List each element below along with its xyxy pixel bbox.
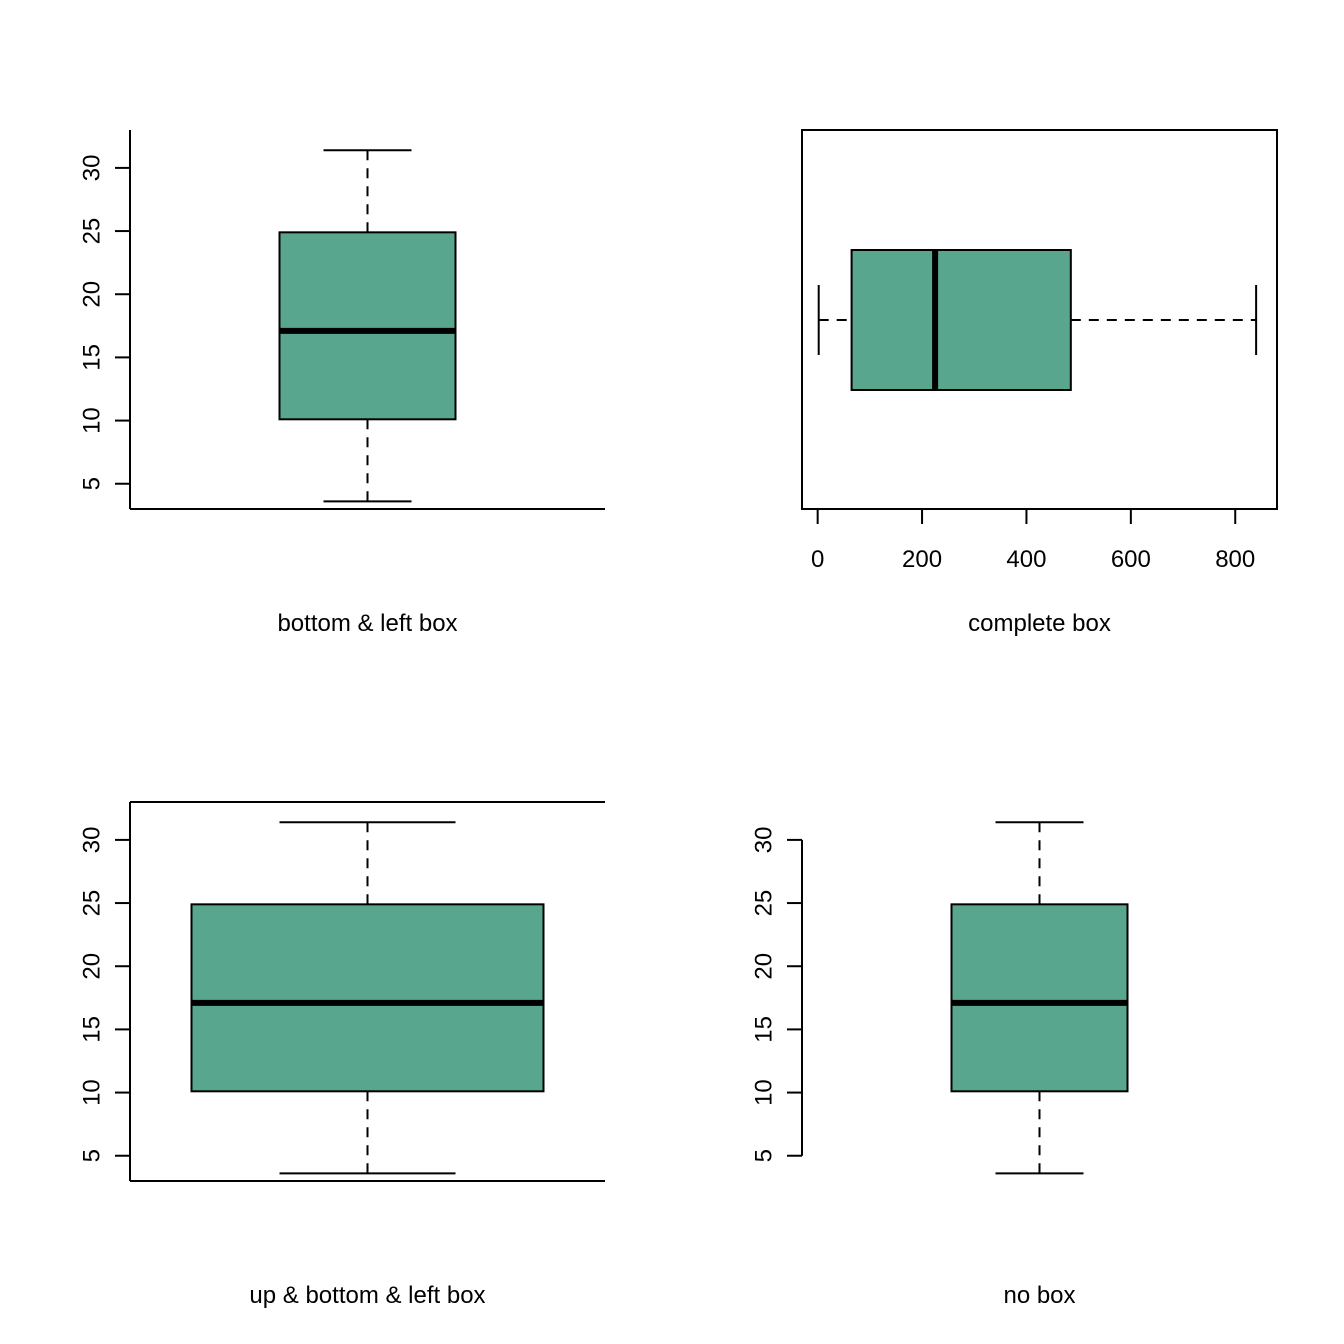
panel-3-ytick-label-30: 30 bbox=[79, 827, 106, 854]
panel-4-ytick-label-25: 25 bbox=[751, 890, 778, 917]
panel-3-ytick-label-25: 25 bbox=[79, 890, 106, 917]
panel-3-ytick-label-10: 10 bbox=[79, 1079, 106, 1106]
panel-3-ytick-label-20: 20 bbox=[79, 953, 106, 980]
panel-4-ytick-label-20: 20 bbox=[751, 953, 778, 980]
panel-2-xtick-label-800: 800 bbox=[1215, 546, 1255, 573]
panel-complete-box: complete box 0 200 400 600 800 bbox=[801, 129, 1278, 637]
panel-2-xtick-label-200: 200 bbox=[902, 546, 942, 573]
panel-4-ytick-label-30: 30 bbox=[751, 827, 778, 854]
panel-4-ytick-label-10: 10 bbox=[751, 1079, 778, 1106]
panel-1-ytick-label-15: 15 bbox=[79, 344, 106, 371]
panel-4-iqr-box bbox=[950, 903, 1129, 1093]
panel-4-xlabel: no box bbox=[1003, 1282, 1075, 1309]
panel-3-ytick-label-5: 5 bbox=[79, 1149, 106, 1162]
panel-bottom-left-box: bottom & left box 5 10 15 20 25 30 bbox=[79, 130, 605, 637]
panel-2-xtick-label-400: 400 bbox=[1006, 546, 1046, 573]
panel-2-xlabel: complete box bbox=[968, 610, 1111, 637]
panel-3-xlabel: up & bottom & left box bbox=[249, 1282, 485, 1309]
panel-4-ytick-label-5: 5 bbox=[751, 1149, 778, 1162]
panel-1-ytick-label-5: 5 bbox=[79, 477, 106, 490]
panel-1-ytick-label-20: 20 bbox=[79, 281, 106, 308]
panel-2-xtick-label-600: 600 bbox=[1111, 546, 1151, 573]
panel-3-ytick-label-15: 15 bbox=[79, 1016, 106, 1043]
panel-1-ytick-label-30: 30 bbox=[79, 155, 106, 182]
panel-up-bottom-left-box: up & bottom & left box 5 10 15 20 25 30 bbox=[79, 801, 605, 1309]
panel-1-ytick-label-25: 25 bbox=[79, 218, 106, 245]
panel-2-iqr-box bbox=[850, 249, 1072, 391]
panel-1-xlabel: bottom & left box bbox=[277, 610, 457, 637]
panel-no-box: no box 5 10 15 20 25 30 bbox=[751, 821, 1129, 1309]
panel-4-ytick-label-15: 15 bbox=[751, 1016, 778, 1043]
panel-1-ytick-label-10: 10 bbox=[79, 407, 106, 434]
panel-3-iqr-box bbox=[190, 903, 545, 1093]
panel-1-iqr-box bbox=[278, 231, 457, 421]
panel-2-xtick-label-0: 0 bbox=[811, 546, 824, 573]
